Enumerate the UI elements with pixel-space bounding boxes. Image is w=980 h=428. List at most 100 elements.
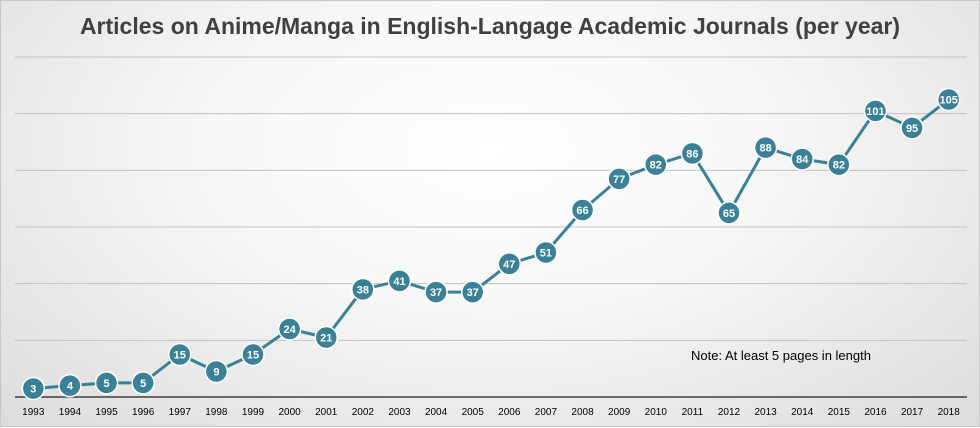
x-tick-label: 1996 [132, 407, 155, 418]
data-label: 5 [140, 378, 146, 390]
data-label: 9 [213, 367, 219, 379]
data-marker [424, 280, 448, 304]
x-tick-label: 2008 [571, 407, 594, 418]
data-point-2011: 86 [680, 141, 705, 166]
data-point-2007: 51 [534, 240, 558, 265]
data-label: 38 [357, 284, 369, 296]
data-marker [204, 359, 229, 384]
data-point-2016: 101 [863, 99, 888, 123]
data-marker [570, 198, 595, 222]
data-point-2013: 88 [753, 135, 778, 160]
data-marker [607, 167, 631, 191]
data-label: 24 [283, 324, 296, 336]
data-label: 3 [30, 384, 36, 396]
x-tick-label: 1995 [95, 407, 118, 418]
gridlines [15, 56, 967, 398]
x-tick-label: 2007 [535, 407, 558, 418]
data-label: 65 [723, 208, 735, 220]
data-point-1997: 15 [168, 342, 192, 367]
data-label: 5 [103, 378, 109, 390]
data-label: 4 [67, 381, 74, 393]
x-tick-label: 2005 [462, 407, 485, 418]
data-marker [644, 152, 668, 177]
data-marker [753, 135, 778, 160]
x-tick-label: 2013 [754, 407, 777, 418]
data-label: 21 [320, 333, 332, 345]
data-label: 47 [503, 259, 515, 271]
x-tick-label: 2016 [864, 407, 887, 418]
x-tick-label: 1999 [242, 407, 265, 418]
x-tick-label: 2011 [682, 407, 704, 418]
data-label: 77 [613, 174, 625, 186]
data-marker [94, 371, 119, 395]
x-tick-label: 2017 [901, 407, 924, 418]
chart-note: Note: At least 5 pages in length [691, 348, 871, 363]
x-tick-label: 2003 [388, 407, 411, 418]
data-label: 15 [247, 350, 259, 362]
x-tick-label: 2006 [498, 407, 521, 418]
x-tick-label: 2002 [352, 407, 375, 418]
data-point-2002: 38 [351, 277, 375, 302]
data-marker [277, 317, 302, 341]
data-label: 95 [906, 123, 918, 135]
data-label: 82 [650, 160, 662, 172]
data-label: 82 [833, 160, 845, 172]
data-marker [717, 201, 741, 225]
data-point-2003: 41 [387, 269, 412, 293]
data-point-1996: 5 [131, 371, 155, 395]
x-tick-label: 1993 [22, 407, 45, 418]
series-line-group [33, 98, 950, 390]
data-marker [460, 280, 485, 304]
x-tick-label: 2012 [718, 407, 741, 418]
x-tick-label: 2018 [938, 407, 961, 418]
data-point-1995: 5 [94, 371, 119, 395]
data-label: 84 [796, 154, 809, 166]
data-marker [314, 325, 338, 350]
x-tick-label: 1994 [59, 407, 82, 418]
data-label: 51 [540, 248, 552, 260]
data-point-1994: 4 [58, 373, 82, 398]
data-point-1998: 9 [204, 359, 229, 384]
data-point-2012: 65 [717, 201, 741, 225]
series-line [33, 98, 950, 390]
data-marker [900, 116, 924, 140]
data-point-2010: 82 [644, 152, 668, 177]
data-label: 15 [174, 350, 186, 362]
data-point-2000: 24 [277, 317, 302, 341]
data-marker [534, 240, 558, 265]
data-points: 3 4 5 5 15 9 15 24 21 38 41 37 37 47 51 66 77 82 86 65 88 84 8… [21, 87, 961, 401]
data-marker [351, 277, 375, 302]
data-point-2008: 66 [570, 198, 595, 222]
x-tick-label: 2010 [645, 407, 668, 418]
data-marker [58, 373, 82, 398]
x-tick-label: 2000 [278, 407, 301, 418]
x-tick-label: 2009 [608, 407, 631, 418]
data-point-1999: 15 [241, 342, 265, 367]
data-point-2006: 47 [497, 252, 522, 276]
data-marker [790, 147, 814, 171]
x-tick-label: 2001 [315, 407, 338, 418]
chart-title: Articles on Anime/Manga in English-Langa… [79, 13, 901, 39]
data-point-2014: 84 [790, 147, 814, 171]
data-point-2004: 37 [424, 280, 448, 304]
data-point-2001: 21 [314, 325, 338, 350]
data-label: 66 [576, 205, 588, 217]
data-point-1993: 3 [21, 376, 46, 401]
data-label: 86 [686, 148, 698, 160]
data-marker [21, 376, 46, 401]
data-point-2017: 95 [900, 116, 924, 140]
data-label: 37 [467, 287, 479, 299]
data-marker [168, 342, 192, 367]
data-point-2009: 77 [607, 167, 631, 191]
data-label: 41 [393, 276, 405, 288]
x-tick-label: 2015 [828, 407, 851, 418]
x-tick-label: 1998 [205, 407, 228, 418]
data-marker [827, 152, 851, 177]
data-label: 88 [759, 143, 771, 155]
x-axis-ticks: 1993 1994 1995 1996 1997 1998 1999 2000 2001 2002… [22, 407, 960, 418]
data-label: 105 [940, 95, 958, 107]
data-point-2015: 82 [827, 152, 851, 177]
x-tick-label: 2004 [425, 407, 448, 418]
